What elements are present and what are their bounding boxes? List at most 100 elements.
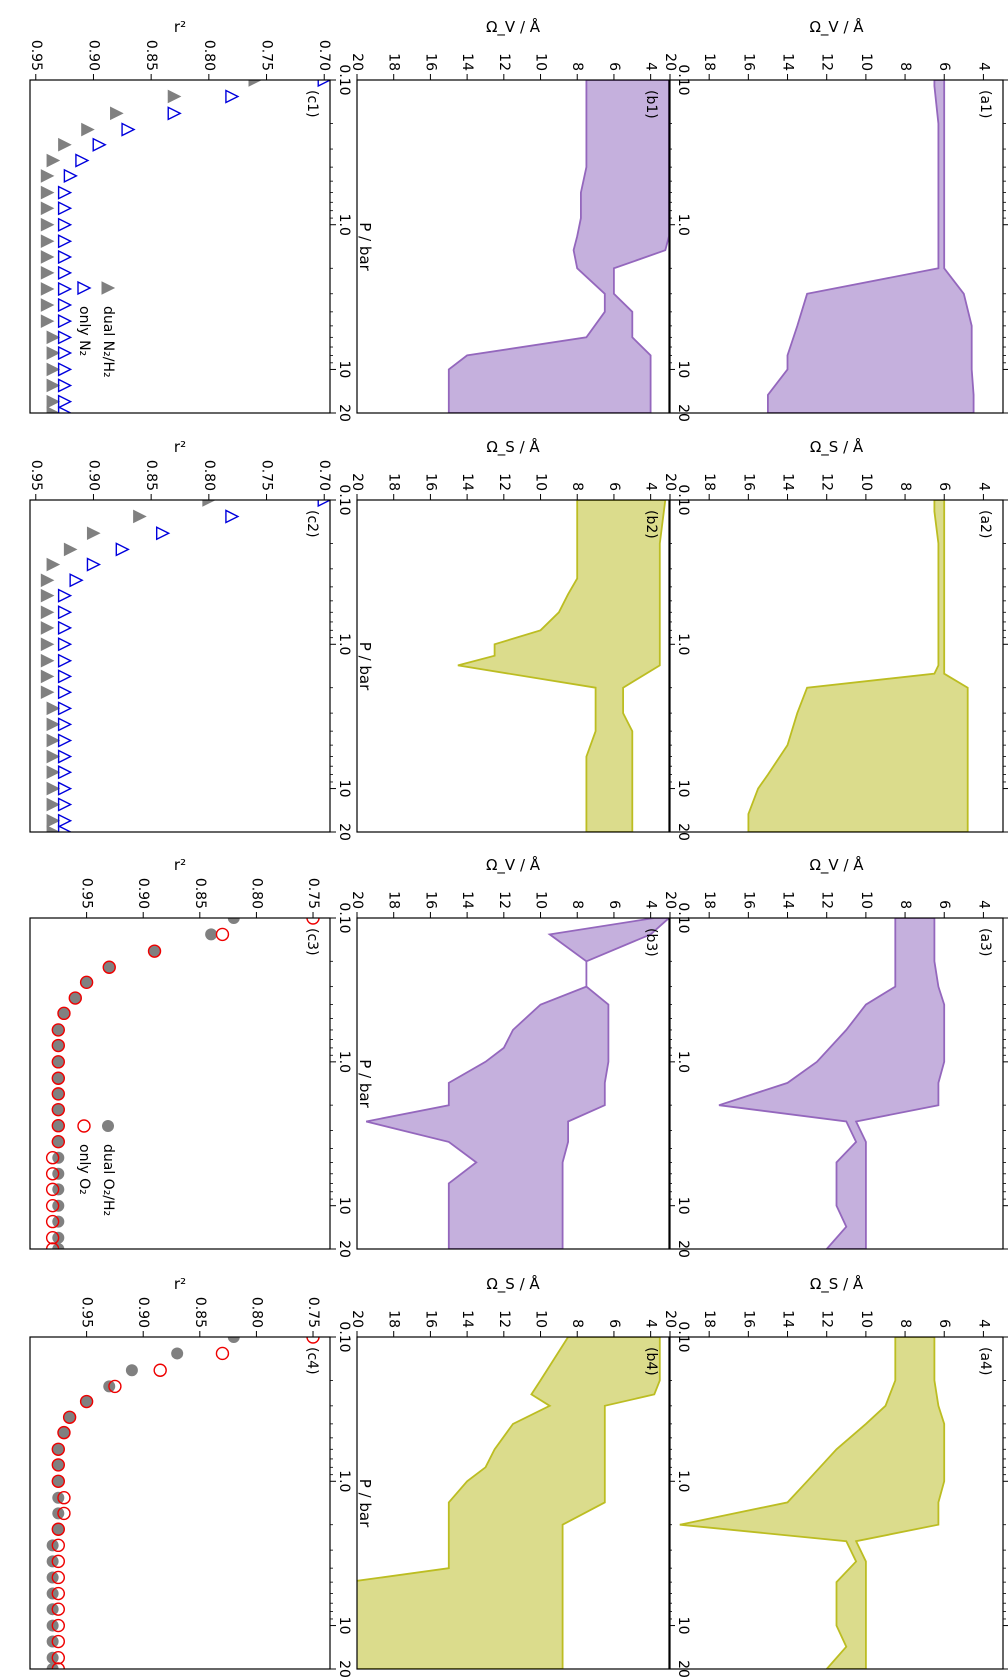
x-tick-label: 10 — [675, 1197, 691, 1215]
data-point — [52, 1087, 65, 1100]
data-point — [40, 621, 55, 635]
data-point — [51, 1458, 66, 1472]
data-point — [80, 976, 93, 989]
data-point — [125, 1364, 138, 1377]
x-tick-label: 1.0 — [336, 1470, 352, 1492]
data-point — [133, 509, 147, 524]
data-point — [52, 1072, 65, 1085]
data-point — [40, 314, 55, 328]
data-point — [51, 1055, 66, 1069]
x-tick-label: 1.0 — [336, 1051, 352, 1073]
axes-frame — [356, 79, 670, 414]
x-tick-label: 10 — [336, 1197, 352, 1215]
y-tick-label: 20 — [662, 473, 678, 491]
x-tick-label: 10 — [336, 780, 352, 798]
data-point — [57, 765, 73, 780]
axes-frame — [29, 1336, 331, 1670]
data-point — [57, 378, 73, 393]
data-point — [215, 1346, 230, 1361]
data-point — [51, 1087, 66, 1101]
y-tick-label: 12 — [496, 473, 512, 491]
data-point — [45, 1214, 60, 1229]
data-point — [51, 1570, 66, 1585]
y-axis-label: Ω_S / Å — [486, 1274, 540, 1294]
data-point — [52, 1039, 65, 1052]
panel-label: (a3) — [977, 928, 993, 956]
y-tick-label: 0.80 — [201, 460, 217, 491]
axes-frame — [29, 79, 331, 414]
data-point — [57, 265, 73, 280]
data-point — [57, 620, 73, 636]
y-tick-label: 6 — [606, 1319, 622, 1328]
axes-frame — [356, 917, 670, 1250]
data-point — [57, 669, 73, 684]
y-tick-label: 12 — [496, 53, 512, 71]
y-tick-label: 0.95 — [79, 878, 95, 909]
y-axis-label: r² — [174, 1275, 186, 1293]
x-tick-label: 10 — [675, 1617, 691, 1635]
data-point — [46, 733, 61, 748]
data-point — [45, 1198, 60, 1213]
data-point — [51, 1602, 66, 1616]
panel-label: (b3) — [643, 928, 659, 957]
x-tick-label: 0.10 — [336, 1321, 352, 1352]
data-point — [57, 217, 73, 232]
data-point — [69, 992, 82, 1005]
legend-marker — [77, 1119, 91, 1133]
y-tick-label: 0.80 — [248, 1297, 264, 1328]
data-point — [51, 1071, 66, 1085]
x-tick-label: 0.10 — [336, 902, 352, 933]
data-point — [40, 169, 55, 183]
y-axis-label: Ω_V / Å — [809, 855, 864, 875]
panel-label: (b2) — [643, 510, 659, 539]
y-tick-label: 0.90 — [85, 460, 101, 491]
data-point — [57, 234, 73, 249]
y-tick-label: 14 — [459, 473, 475, 491]
data-point — [51, 1651, 66, 1665]
y-tick-label: 20 — [349, 473, 365, 491]
data-point — [52, 1119, 65, 1132]
y-tick-label: 16 — [422, 1310, 438, 1328]
data-point — [51, 1119, 66, 1133]
y-axis-label: Ω_S / Å — [810, 437, 864, 457]
panel-c2: 0.10 1.0 10 20 0.70 0.75 0.80 0.85 0.90 0.95 r² (c2… — [28, 438, 374, 841]
y-tick-label: 6 — [936, 62, 952, 71]
y-axis-label: Ω_V / Å — [486, 17, 541, 37]
y-tick-label: 20 — [349, 891, 365, 909]
y-tick-label: 16 — [740, 891, 756, 909]
data-point — [57, 781, 73, 796]
data-point — [40, 282, 55, 296]
panel-c1: 0.10 1.0 10 20 0.70 0.75 0.80 0.85 0.90 0.95 r² (c1… — [28, 18, 374, 422]
y-axis-label: r² — [174, 438, 186, 456]
data-point — [51, 1102, 66, 1117]
x-tick-label: 20 — [336, 1660, 352, 1677]
y-tick-label: 18 — [701, 891, 717, 909]
y-tick-label: 0.85 — [143, 40, 159, 71]
y-tick-label: 8 — [897, 62, 913, 71]
y-tick-label: 0.90 — [85, 40, 101, 71]
y-tick-label: 4 — [975, 1319, 991, 1328]
y-tick-label: 4 — [643, 482, 659, 491]
data-point — [69, 573, 84, 588]
y-tick-label: 12 — [819, 473, 835, 491]
y-tick-label: 10 — [533, 891, 549, 909]
data-point — [57, 813, 73, 828]
y-tick-label: 14 — [459, 891, 475, 909]
data-point — [57, 733, 73, 748]
data-point — [51, 1634, 66, 1649]
data-point — [63, 1411, 76, 1424]
x-tick-label: 1.0 — [675, 1470, 691, 1492]
data-point — [57, 314, 73, 329]
area-band-b1 — [447, 80, 669, 413]
data-point — [46, 797, 61, 812]
data-point — [167, 89, 182, 104]
y-axis-label: Ω_S / Å — [486, 437, 540, 457]
data-point — [306, 1337, 320, 1344]
data-point — [317, 80, 330, 88]
y-tick-label: 0.85 — [143, 460, 159, 491]
data-point — [155, 526, 171, 541]
data-point — [51, 1134, 66, 1149]
data-point — [51, 1554, 66, 1569]
y-tick-label: 12 — [496, 1310, 512, 1328]
x-tick-label: 1.0 — [675, 633, 691, 655]
